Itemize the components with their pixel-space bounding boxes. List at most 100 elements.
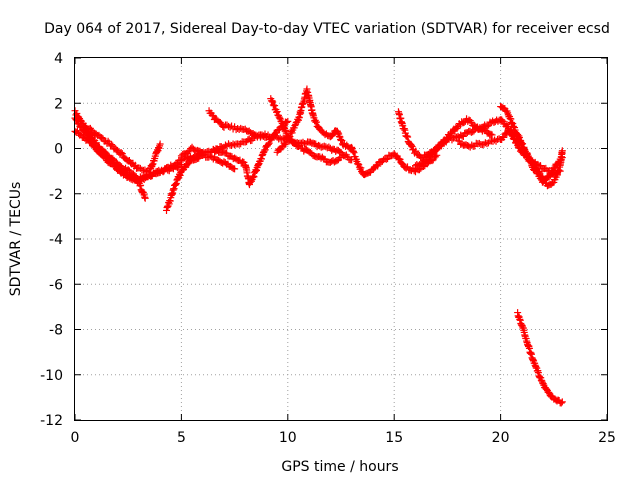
data-point-marker [273,108,281,116]
data-point-marker [412,147,420,155]
data-point-marker [263,133,271,141]
data-point-marker [265,139,273,147]
data-point-marker [487,130,495,138]
data-point-marker [231,165,239,173]
data-point-marker [500,133,508,141]
series-track-c [82,122,164,176]
data-point-marker [258,152,266,160]
data-point-marker [429,150,437,158]
chart-title: Day 064 of 2017, Sidereal Day-to-day VTE… [44,21,610,37]
data-point-marker [382,155,390,163]
data-point-marker [216,119,224,127]
series-track-o [497,103,566,186]
data-point-marker [271,102,279,110]
data-point-marker [83,129,91,137]
y-axis-label: SDTVAR / TECUs [8,182,24,297]
series-track-l [394,108,496,162]
data-point-marker [404,133,412,141]
series-track-k [348,143,441,179]
data-point-marker [521,147,529,155]
data-point-marker [557,155,565,163]
series-track-e [163,151,239,214]
grid-lines [75,58,607,420]
data-point-marker [466,117,474,125]
data-point-marker [428,157,436,165]
data-point-marker [205,147,213,155]
data-point-marker [109,159,117,167]
data-point-marker [237,124,245,132]
data-point-marker [253,166,261,174]
data-point-marker [488,131,496,139]
data-point-marker [281,141,289,149]
data-point-marker [285,133,293,141]
data-point-marker [264,140,272,148]
data-point-marker [337,154,345,162]
x-axis-ticks: 0 5 10 15 20 25 [71,58,616,446]
data-point-marker [259,132,267,140]
x-tick-label: 5 [177,430,186,446]
y-tick-label: -8 [49,323,63,339]
data-point-marker [396,155,404,163]
series-track-h [209,117,292,189]
series-track-m [411,116,564,178]
data-point-marker [251,167,259,175]
data-point-marker [558,398,566,406]
data-point-marker [282,139,290,147]
data-point-marker [118,150,126,158]
data-point-marker [172,181,180,189]
data-point-marker [158,166,166,174]
plot-frame [74,57,608,421]
data-point-marker [557,399,565,407]
y-tick-label: -2 [49,187,63,203]
data-point-marker [527,159,535,167]
data-point-marker [483,122,491,130]
x-tick-label: 15 [385,430,403,446]
data-point-marker [526,158,534,166]
data-point-marker [357,164,365,172]
data-point-marker [287,127,295,135]
data-point-marker [403,132,411,140]
data-point-marker [249,173,257,181]
data-point-marker [433,146,441,154]
data-point-marker [518,140,526,148]
data-point-marker [98,134,106,142]
y-tick-label: 2 [54,96,63,112]
data-point-marker [374,162,382,170]
data-point-marker [284,117,292,125]
data-point-marker [117,148,125,156]
data-point-marker [338,136,346,144]
x-tick-label: 10 [279,430,297,446]
data-point-marker [313,118,321,126]
data-point-marker [539,380,547,388]
data-point-marker [141,194,149,202]
data-point-marker [258,155,266,163]
y-tick-label: -10 [40,368,63,384]
data-point-marker [558,147,566,155]
data-point-marker [269,98,277,106]
x-tick-label: 0 [71,430,80,446]
data-point-marker [268,97,276,105]
data-point-marker [82,128,90,136]
data-point-marker [459,132,467,140]
data-point-marker [468,141,476,149]
y-tick-label: -12 [40,413,63,429]
data-point-marker [253,132,261,140]
data-point-marker [475,139,483,147]
series-track-g [205,107,271,142]
data-marks [71,85,566,407]
data-point-marker [354,160,362,168]
data-point-marker [72,116,80,124]
data-point-marker [507,118,515,126]
data-point-marker [528,162,536,170]
data-point-marker [176,171,184,179]
data-point-marker [98,149,106,157]
data-point-marker [172,180,180,188]
data-point-marker [334,129,342,137]
data-point-marker [156,140,164,148]
series-track-d [71,114,185,185]
data-point-marker [460,118,468,126]
data-point-marker [467,118,475,126]
data-point-marker [108,141,116,149]
y-tick-label: -6 [49,277,63,293]
